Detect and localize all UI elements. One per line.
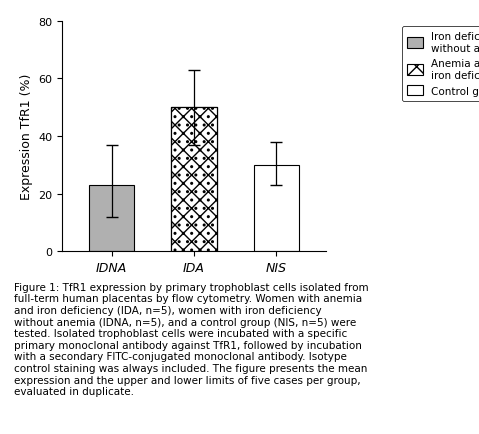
Bar [171, 108, 217, 252]
Text: Figure 1: TfR1 expression by primary trophoblast cells isolated from
full-term h: Figure 1: TfR1 expression by primary tro… [14, 282, 369, 396]
Bar [171, 108, 217, 252]
Bar [254, 165, 299, 252]
Y-axis label: Expression TfR1 (%): Expression TfR1 (%) [20, 74, 33, 200]
Legend: Iron deficiency
without anemia, Anemia and
iron deficiency, Control group: Iron deficiency without anemia, Anemia a… [402, 27, 479, 102]
Bar [171, 108, 217, 252]
Bar [89, 186, 134, 252]
